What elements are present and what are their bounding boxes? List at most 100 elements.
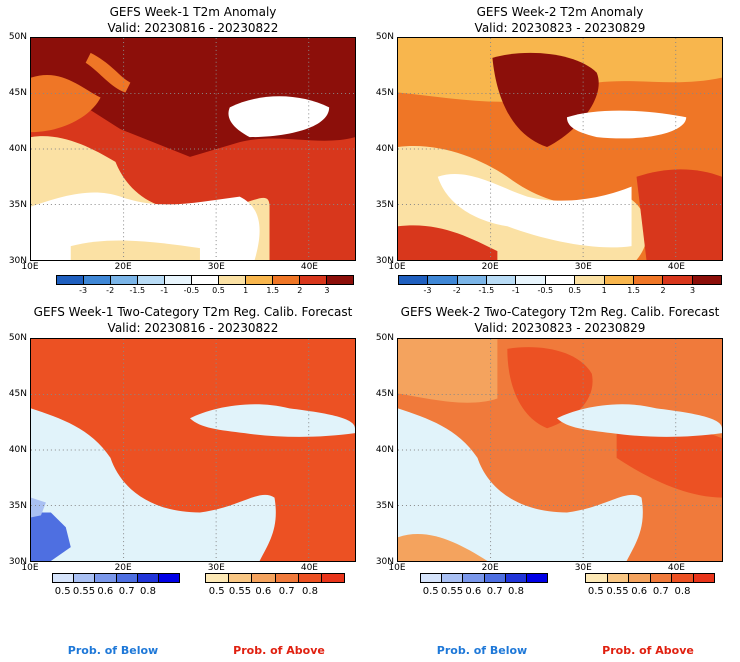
panel1-colorbar-swatch [137,276,164,284]
panel1-colorbar-tick-label: 1.5 [266,286,280,295]
prob-above-2-swatch [628,574,650,582]
panel2-colorbar-swatch [486,276,516,284]
prob-below-swatch [73,574,95,582]
panel4-map [397,338,723,562]
panel2-colorbar [398,275,722,285]
panel2-colorbar-swatch [399,276,428,284]
panel1-colorbar-swatch [218,276,245,284]
prob-above-2-tick-label: 0.6 [631,586,648,597]
panel3-lat-label: 30N [8,557,27,567]
panel1-colorbar-swatch [57,276,83,284]
panel3-lat-label: 50N [8,333,27,343]
panel1-colorbar [56,275,354,285]
panel1-title-text: GEFS Week-1 T2m Anomaly [109,5,277,19]
panel1-colorbar-tick-label: -0.5 [183,286,200,295]
prob-above-swatch [297,574,321,582]
panel1-lon-label: 10E [21,262,39,272]
prob-above-tick-label: 0.5 [208,586,225,597]
panel1-colorbar-tick-label: -2 [106,286,115,295]
prob-above-2-swatch [671,574,693,582]
panel2-colorbar-tick-label: 1.5 [627,286,640,295]
panel4-lon-label: 30E [574,563,592,573]
panel2-lon-label: 40E [667,262,685,272]
panel1-colorbar-swatch [164,276,191,284]
panel2-colorbar-tick-label: -3 [423,286,432,295]
prob-below-2-swatch [421,574,442,582]
panel1-colorbar-swatch [110,276,137,284]
panel2-title: GEFS Week-2 T2m Anomaly Valid: 20230823 … [397,4,723,36]
prob-above-2-tick-label: 0.8 [674,586,691,597]
panel3-lat-label: 35N [8,501,27,511]
panel1-colorbar-swatch [83,276,110,284]
panel2-title-text: GEFS Week-2 T2m Anomaly [476,5,644,19]
prob-below-2-tick-label: 0.55 [440,586,464,597]
panel4-valid-text: Valid: 20230823 - 20230829 [474,321,646,335]
prob-below-tick-label: 0.7 [118,586,135,597]
panel1-lat-label: 35N [8,200,27,210]
prob-below-swatch [53,574,74,582]
panel2-colorbar-tick-label: -0.5 [537,286,554,295]
prob-above-swatch [320,574,345,582]
prob-above-tick-label: 0.55 [228,586,252,597]
prob-below-2-swatch [504,574,526,582]
panel4-lat-label: 35N [375,501,394,511]
prob-below-2-tick-label: 0.5 [422,586,439,597]
prob-below-2-tick-label: 0.8 [508,586,524,597]
panel2-colorbar-swatch [427,276,457,284]
panel2-colorbar-tick-label: -2 [452,286,461,295]
panel2-colorbar-swatch [632,276,663,284]
panel2-colorbar-swatch [662,276,692,284]
panel3-lon-label: 10E [21,563,39,573]
panel1-lat-label: 50N [8,32,27,42]
panel3-lat-label: 45N [8,389,27,399]
panel4-lat-label: 50N [375,333,394,343]
prob-above-colorbar [205,573,345,583]
panel2-colorbar-swatch [574,276,604,284]
prob-below-2-tick-label: 0.7 [486,586,503,597]
panel2-lat-label: 30N [375,256,394,266]
panel2-anomaly-field [398,38,722,260]
panel4-lon-label: 10E [388,563,406,573]
prob-below-tick-label: 0.6 [97,586,114,597]
prob-above-swatch [274,574,298,582]
prob-above-swatch [251,574,275,582]
prob-above-colorbar-2 [585,573,715,583]
panel1-lon-label: 20E [114,262,132,272]
prob-above-label: Prob. of Above [233,644,325,657]
prob-below-label-2: Prob. of Below [436,644,528,657]
prob-below-2-swatch [525,574,548,582]
panel2-lat-label: 40N [375,144,394,154]
panel2-colorbar-tick-label: 3 [689,286,696,295]
panel3-lat-label: 40N [8,445,27,455]
prob-above-2-swatch [606,574,628,582]
prob-below-2-swatch [462,574,484,582]
prob-below-2-swatch [441,574,463,582]
panel2-colorbar-swatch [691,276,721,284]
panel3-title: GEFS Week-1 Two-Category T2m Reg. Calib.… [30,304,356,336]
panel2-lat-label: 35N [375,200,394,210]
prob-above-label-2: Prob. of Above [602,644,694,657]
panel4-probability-field [398,339,722,561]
prob-below-colorbar-2 [420,573,548,583]
prob-above-swatch [206,574,229,582]
panel3-probability-field [31,339,355,561]
panel2-colorbar-tick-label: 0.5 [568,286,582,295]
panel3-map [30,338,356,562]
panel1-colorbar-tick-label: 2 [297,286,303,295]
panel1-colorbar-tick-label: 1 [243,286,249,295]
prob-below-swatch [94,574,116,582]
panel2-colorbar-swatch [603,276,633,284]
panel3-valid-text: Valid: 20230816 - 20230822 [107,321,279,335]
prob-above-2-tick-label: 0.55 [606,586,629,597]
panel1-colorbar-tick-label: -3 [79,286,88,295]
panel1-colorbar-swatch [299,276,326,284]
panel3-lon-label: 20E [114,563,132,573]
panel2-map [397,37,723,261]
prob-above-2-tick-label: 0.7 [652,586,669,597]
panel1-lon-label: 30E [207,262,225,272]
panel1-lat-label: 40N [8,144,27,154]
panel2-lat-label: 45N [375,88,394,98]
panel3-lon-label: 40E [300,563,318,573]
prob-above-tick-label: 0.6 [255,586,272,597]
prob-above-tick-label: 0.8 [302,586,318,597]
